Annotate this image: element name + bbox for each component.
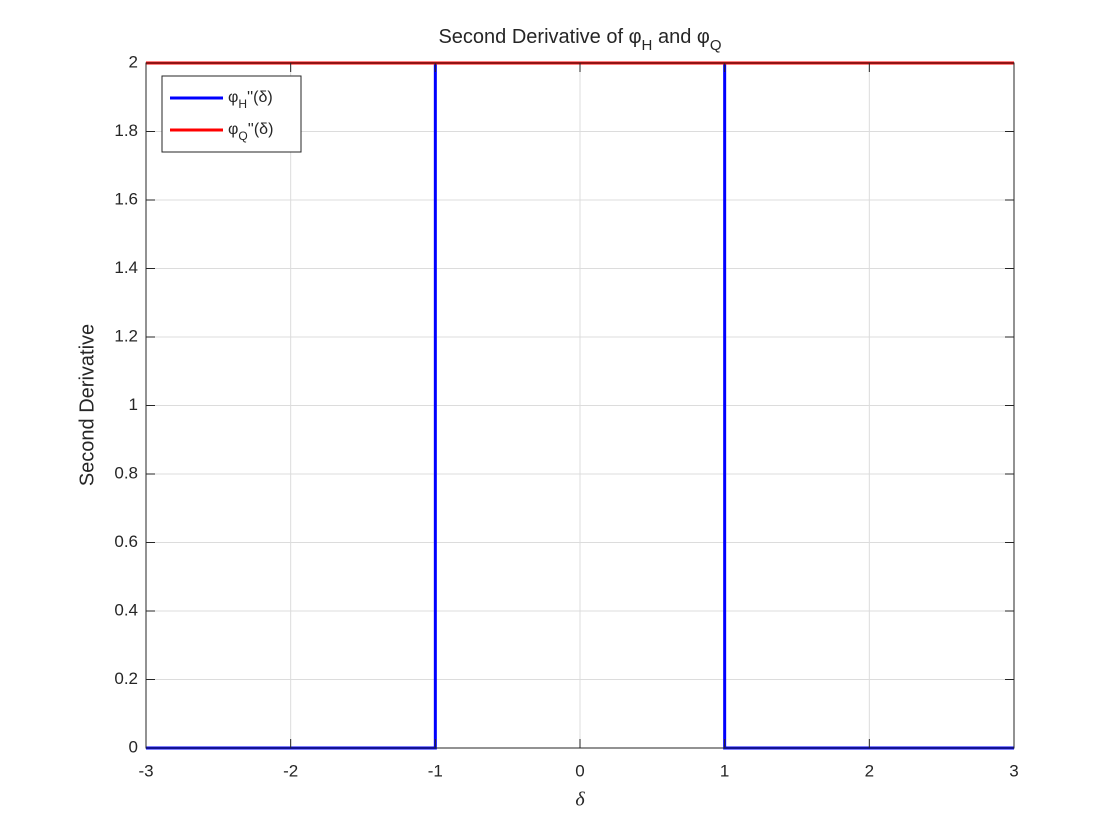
y-tick-label: 0 — [129, 737, 138, 756]
text-part: ''(δ) — [248, 121, 274, 138]
y-tick-label: 1 — [129, 395, 138, 414]
text-part: Q — [710, 37, 722, 54]
y-tick-label: 0.6 — [114, 532, 138, 551]
y-axis-label: Second Derivative — [76, 324, 98, 486]
x-tick-label: -1 — [428, 761, 443, 780]
y-tick-label: 1.4 — [114, 258, 138, 277]
text-part: ''(δ) — [247, 89, 273, 106]
y-tick-label: 0.4 — [114, 600, 138, 619]
x-tick-label: 0 — [575, 761, 584, 780]
text-part: Q — [238, 129, 247, 143]
legend: φH''(δ)φQ''(δ) — [161, 75, 302, 153]
text-part: φ — [228, 89, 238, 106]
x-tick-label: 2 — [865, 761, 874, 780]
text-part: φ — [228, 121, 238, 138]
y-tick-label: 1.6 — [114, 189, 138, 208]
chart-title: Second Derivative of φH and φQ — [438, 26, 721, 54]
text-part: and — [652, 26, 696, 48]
x-axis-label: δ — [575, 789, 585, 811]
x-tick-label: -2 — [283, 761, 298, 780]
y-tick-label: 2 — [129, 52, 138, 71]
text-part: φ — [697, 26, 710, 48]
legend-box — [161, 75, 302, 153]
y-tick-label: 1.2 — [114, 326, 138, 345]
x-tick-label: -3 — [138, 761, 153, 780]
text-part: Second Derivative of — [438, 26, 628, 48]
legend-label: φH''(δ) — [228, 89, 273, 111]
x-tick-label: 3 — [1009, 761, 1018, 780]
text-part: φ — [629, 26, 642, 48]
text-part: H — [642, 37, 653, 54]
y-tick-label: 1.8 — [114, 121, 138, 140]
y-tick-label: 0.8 — [114, 463, 138, 482]
x-tick-label: 1 — [720, 761, 729, 780]
legend-label: φQ''(δ) — [228, 121, 273, 143]
text-part: H — [238, 97, 247, 111]
y-tick-label: 0.2 — [114, 669, 138, 688]
